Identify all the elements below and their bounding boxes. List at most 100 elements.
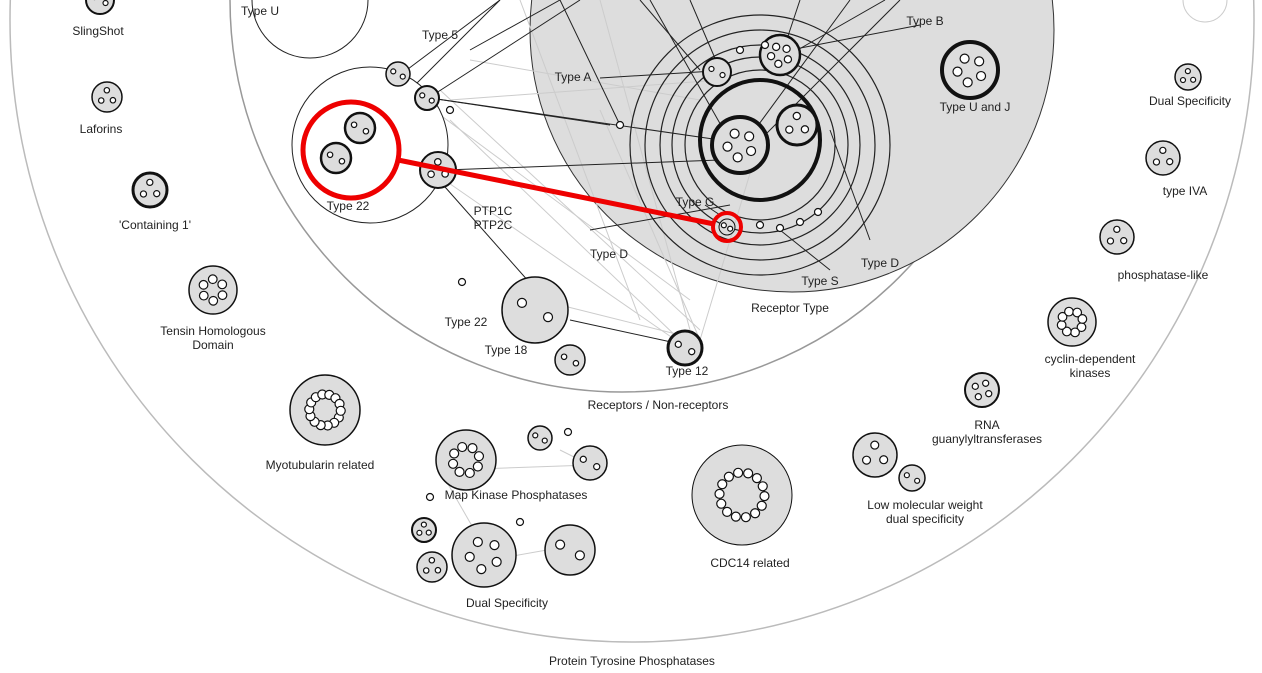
link	[789, 24, 921, 51]
dot	[445, 105, 455, 115]
member	[139, 190, 148, 198]
member	[1159, 146, 1167, 155]
member	[782, 44, 791, 54]
label: Dual Specificity	[466, 596, 548, 610]
link	[569, 319, 686, 346]
label: Type 22	[445, 315, 488, 329]
member	[722, 141, 733, 152]
member	[861, 455, 872, 465]
label: Type 12	[666, 364, 709, 378]
member	[208, 295, 219, 306]
member	[491, 556, 502, 568]
member	[532, 432, 539, 439]
outer-ring	[9, 0, 1255, 643]
member	[1077, 314, 1088, 324]
member	[985, 390, 993, 398]
member	[146, 178, 154, 187]
links	[387, 0, 921, 561]
cluster	[1047, 297, 1097, 347]
link	[469, 59, 701, 101]
member	[467, 443, 478, 454]
member	[198, 290, 209, 301]
member	[217, 279, 228, 290]
label: Protein Tyrosine Phosphatases	[549, 654, 715, 668]
cluster	[501, 276, 569, 344]
member	[335, 405, 346, 416]
label: type IVA	[1163, 184, 1207, 198]
member	[785, 125, 794, 134]
cluster	[758, 33, 802, 77]
member	[472, 461, 483, 472]
highlight-small	[711, 211, 743, 243]
member	[464, 467, 475, 479]
member	[1190, 76, 1197, 83]
link	[599, 0, 691, 331]
link	[779, 229, 831, 271]
member	[572, 359, 580, 367]
member	[914, 477, 921, 484]
label: Type D	[861, 256, 899, 270]
label: Myotubularin related	[266, 458, 375, 472]
link	[599, 109, 701, 341]
cluster	[85, 0, 115, 15]
member	[974, 56, 985, 67]
member	[1064, 306, 1074, 317]
cluster	[554, 344, 586, 376]
member	[516, 297, 528, 308]
cluster	[91, 81, 123, 113]
member	[771, 42, 781, 52]
member	[153, 190, 161, 198]
member	[1061, 326, 1072, 337]
dot	[425, 492, 435, 502]
member	[464, 551, 475, 562]
member	[1106, 237, 1115, 245]
member	[975, 70, 987, 82]
label: Tensin Homologous	[160, 324, 265, 338]
member	[555, 539, 566, 550]
cluster	[1099, 219, 1135, 255]
member	[103, 86, 111, 94]
member	[774, 59, 783, 69]
link	[559, 0, 621, 126]
link	[639, 0, 701, 71]
dot	[457, 277, 467, 287]
cluster	[435, 429, 497, 491]
member	[454, 466, 465, 477]
receptor-type	[529, 0, 1055, 293]
member	[434, 566, 442, 574]
link	[429, 0, 581, 98]
member	[97, 97, 105, 104]
member	[766, 51, 776, 61]
member	[207, 274, 218, 285]
member	[1072, 307, 1083, 318]
member	[720, 222, 727, 229]
label: Type 5	[422, 28, 458, 42]
label: kinases	[1070, 366, 1111, 380]
label: Type G	[676, 195, 715, 209]
member	[727, 225, 734, 232]
dot	[563, 427, 573, 437]
member	[732, 152, 743, 163]
member	[1184, 68, 1191, 75]
member	[102, 0, 109, 7]
member	[744, 131, 755, 142]
member	[489, 540, 500, 551]
member	[759, 491, 770, 502]
cluster	[775, 103, 819, 147]
member	[879, 455, 889, 465]
dot	[760, 40, 770, 50]
member	[751, 473, 763, 484]
cluster	[289, 374, 361, 446]
member	[974, 393, 982, 401]
member	[757, 481, 768, 492]
label: Type 22	[327, 199, 370, 213]
cluster	[1145, 140, 1181, 176]
label: Type S	[801, 274, 838, 288]
label: Dual Specificity	[1149, 94, 1231, 108]
cluster	[411, 517, 437, 543]
member	[870, 440, 880, 450]
label: Domain	[192, 338, 233, 352]
member	[717, 479, 728, 490]
cluster	[940, 40, 1000, 100]
label: Type D	[590, 247, 628, 261]
